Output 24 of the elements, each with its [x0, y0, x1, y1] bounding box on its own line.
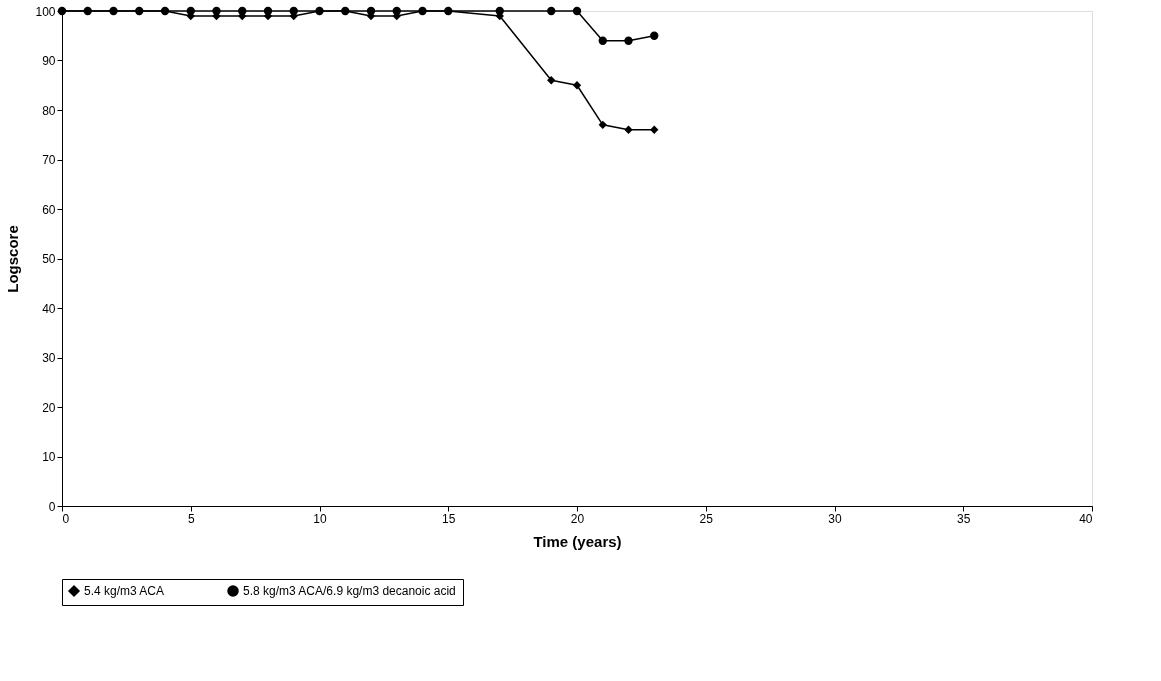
x-axis-title: Time (years) — [533, 532, 622, 550]
x-tick-label: 35 — [957, 511, 971, 526]
y-tick-label: 20 — [42, 400, 56, 415]
x-tick-label: 15 — [442, 511, 456, 526]
x-tick-label: 10 — [313, 511, 327, 526]
y-tick-label: 80 — [42, 103, 56, 118]
x-tick-label: 20 — [570, 511, 585, 526]
y-tick-label: 0 — [48, 499, 56, 514]
legend-label: 5.8 kg/m3 ACA/6.9 kg/m3 decanoic acid — [243, 584, 456, 598]
legend-label: 5.4 kg/m3 ACA — [84, 584, 165, 598]
y-axis-title: Logscore — [4, 225, 22, 293]
y-tick-label: 70 — [42, 153, 56, 167]
x-tick-label: 25 — [699, 511, 714, 526]
x-tick-label: 40 — [1079, 511, 1093, 526]
x-tick-label: 5 — [187, 511, 195, 526]
y-tick-label: 30 — [42, 351, 56, 365]
y-tick-label: 10 — [42, 450, 56, 464]
x-tick-label: 0 — [62, 511, 70, 526]
y-tick-label: 90 — [42, 54, 56, 68]
y-tick-label: 100 — [35, 4, 56, 19]
y-tick-label: 50 — [42, 252, 56, 266]
x-tick-label: 30 — [828, 511, 842, 526]
y-tick-label: 40 — [42, 301, 56, 316]
y-tick-label: 60 — [42, 202, 56, 217]
